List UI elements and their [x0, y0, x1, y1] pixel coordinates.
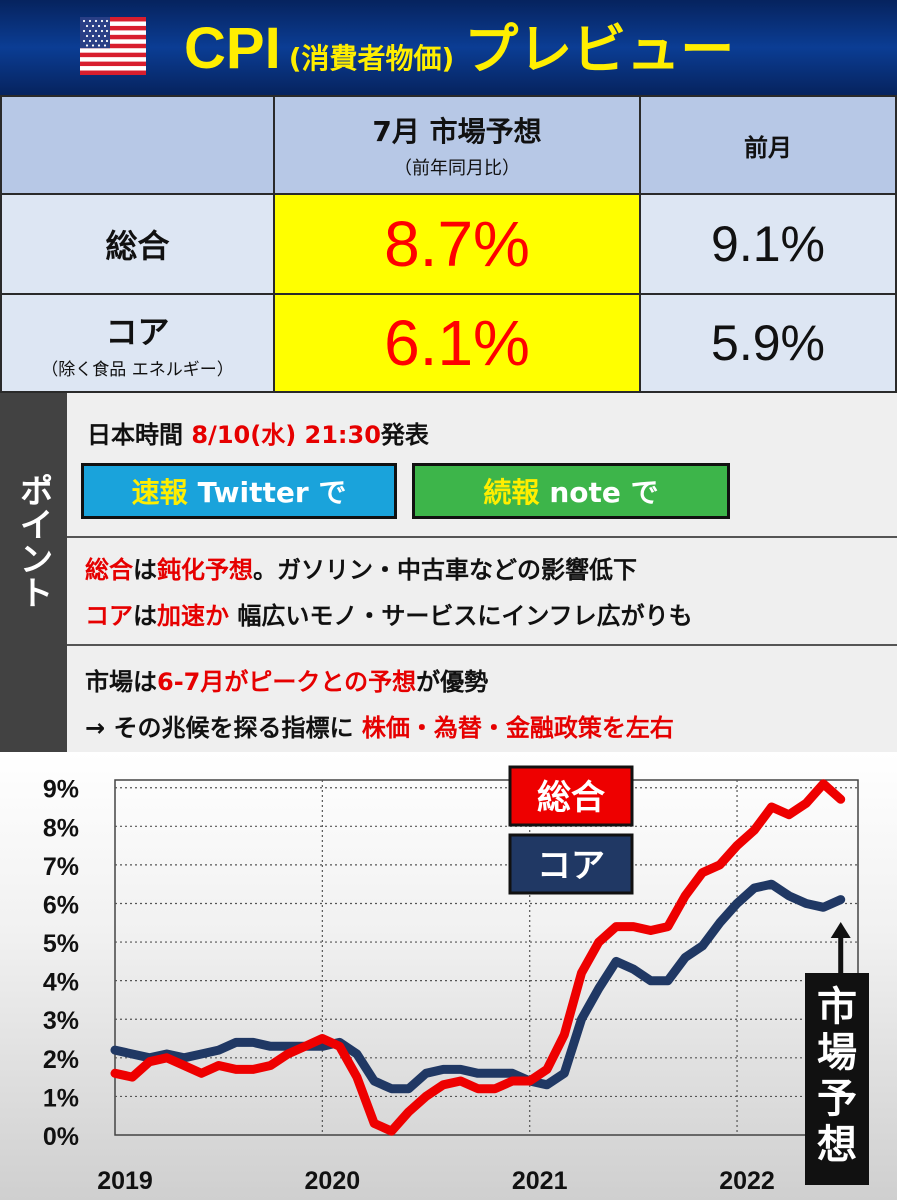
points-panel-1: 総合は鈍化予想。ガソリン・中古車などの影響低下 コアは加速か 幅広いモノ・サービ… — [67, 536, 897, 644]
seg: 総合 — [85, 556, 133, 584]
note-button-label: note で — [549, 476, 659, 509]
note-button-prefix: 続報 — [483, 476, 540, 509]
y-tick-label: 0% — [43, 1123, 79, 1151]
annotation-char: 場 — [817, 1030, 857, 1076]
legend-box-headline — [508, 765, 634, 827]
seg: コア — [85, 602, 133, 630]
points-panel-2: 市場は6-7月がピークとの予想が優勢 → その兆候を探る指標に 株価・為替・金融… — [67, 644, 897, 752]
point-line-3: 市場は6-7月がピークとの予想が優勢 — [85, 662, 488, 697]
seg: → その兆候を探る指標に — [85, 714, 362, 742]
table-header-previous: 前月 — [639, 95, 897, 195]
x-tick-label: 2021 — [512, 1167, 568, 1195]
header: CPI (消費者物価) プレビュー — [0, 0, 897, 95]
seg: は — [133, 556, 157, 584]
release-line: 日本時間 8/10(水) 21:30発表 — [87, 415, 429, 450]
forecast-header-label: 7月 市場予想 — [372, 115, 542, 148]
arrow-head — [830, 922, 851, 938]
previous-header-label: 前月 — [744, 133, 792, 162]
points-label: ポイント — [13, 473, 53, 609]
y-tick-label: 1% — [43, 1084, 79, 1112]
seg: 幅広いモノ・サービスにインフレ広がりも — [229, 602, 693, 630]
forecast-value-headline: 8.7% — [273, 193, 641, 295]
series-line-headline — [110, 779, 846, 1136]
page-title: CPI (消費者物価) プレビュー — [184, 6, 734, 91]
annotation-box — [805, 973, 869, 1185]
x-tick-label: 2019 — [97, 1167, 153, 1195]
seg: が優勢 — [416, 668, 489, 696]
y-tick-label: 3% — [43, 1007, 79, 1035]
previous-value-core: 5.9% — [639, 293, 897, 393]
points-sidebar: ポイント — [0, 393, 67, 752]
y-tick-label: 8% — [43, 814, 79, 842]
point-line-1: 総合は鈍化予想。ガソリン・中古車などの影響低下 — [85, 550, 637, 585]
cpi-line-chart: 0% 1% 2% 3% 4% 5% 6% 7% 8% 9% 2019 2020 2021 2022 総合コア… — [43, 765, 869, 1195]
table-header-forecast: 7月 市場予想 （前年同月比） — [273, 95, 641, 195]
title-tail: プレビュー — [464, 18, 735, 81]
annotation-char: 予 — [817, 1076, 857, 1122]
seg: 株価・為替・金融政策を左右 — [361, 714, 674, 742]
previous-value-text: 5.9% — [711, 315, 825, 371]
forecast-value-text: 8.7% — [384, 208, 530, 280]
twitter-button-prefix: 速報 — [131, 476, 188, 509]
y-tick-label: 4% — [43, 969, 79, 997]
seg: 市場は — [85, 668, 157, 696]
release-prefix: 日本時間 — [87, 421, 192, 449]
chart-background — [0, 752, 897, 1200]
note-button[interactable]: 続報 note で — [412, 463, 730, 519]
title-main: CPI — [184, 16, 281, 81]
y-tick-label: 5% — [43, 930, 79, 958]
row-label-core: コア （除く食品 エネルギー） — [0, 293, 275, 393]
row-label-text: コア — [105, 312, 170, 351]
twitter-button[interactable]: 速報 Twitter で — [81, 463, 397, 519]
us-flag-icon — [80, 17, 146, 75]
point-line-2: コアは加速か 幅広いモノ・サービスにインフレ広がりも — [85, 596, 693, 631]
x-tick-label: 2020 — [305, 1167, 361, 1195]
forecast-header-sub: （前年同月比） — [394, 158, 520, 179]
table-corner-cell — [0, 95, 275, 195]
annotation-char: 市 — [817, 984, 857, 1030]
y-tick-label: 6% — [43, 891, 79, 919]
seg: 6-7月がピークとの予想 — [157, 668, 417, 696]
row-label-sub: （除く食品 エネルギー） — [41, 359, 234, 380]
legend-box-core — [508, 833, 634, 895]
previous-value-text: 9.1% — [711, 216, 825, 272]
forecast-value-core: 6.1% — [273, 293, 641, 393]
x-tick-label: 2022 — [719, 1167, 775, 1195]
series-line-core — [110, 879, 846, 1094]
seg: は — [133, 602, 157, 630]
release-time: 8/10(水) 21:30 — [191, 421, 381, 449]
point-line-4: → その兆候を探る指標に 株価・為替・金融政策を左右 — [85, 708, 674, 743]
release-suffix: 発表 — [380, 421, 429, 449]
release-info-panel: 日本時間 8/10(水) 21:30発表 速報 Twitter で 続報 note … — [67, 393, 897, 536]
twitter-button-label: Twitter で — [197, 476, 347, 509]
previous-value-headline: 9.1% — [639, 193, 897, 295]
annotation-char: 想 — [817, 1122, 857, 1168]
title-paren: (消費者物価) — [288, 42, 455, 75]
y-tick-label: 9% — [43, 776, 79, 804]
y-tick-label: 2% — [43, 1046, 79, 1074]
seg: 鈍化予想 — [157, 556, 253, 584]
row-label-text: 総合 — [105, 227, 170, 265]
seg: 加速か — [157, 602, 229, 630]
row-label-headline: 総合 — [0, 193, 275, 295]
forecast-value-text: 6.1% — [384, 307, 530, 379]
y-tick-label: 7% — [43, 853, 79, 881]
legend-label: 総合 — [537, 778, 605, 818]
legend-label: コア — [537, 846, 605, 886]
seg: 。ガソリン・中古車などの影響低下 — [253, 556, 637, 584]
plot-frame — [114, 779, 859, 1136]
